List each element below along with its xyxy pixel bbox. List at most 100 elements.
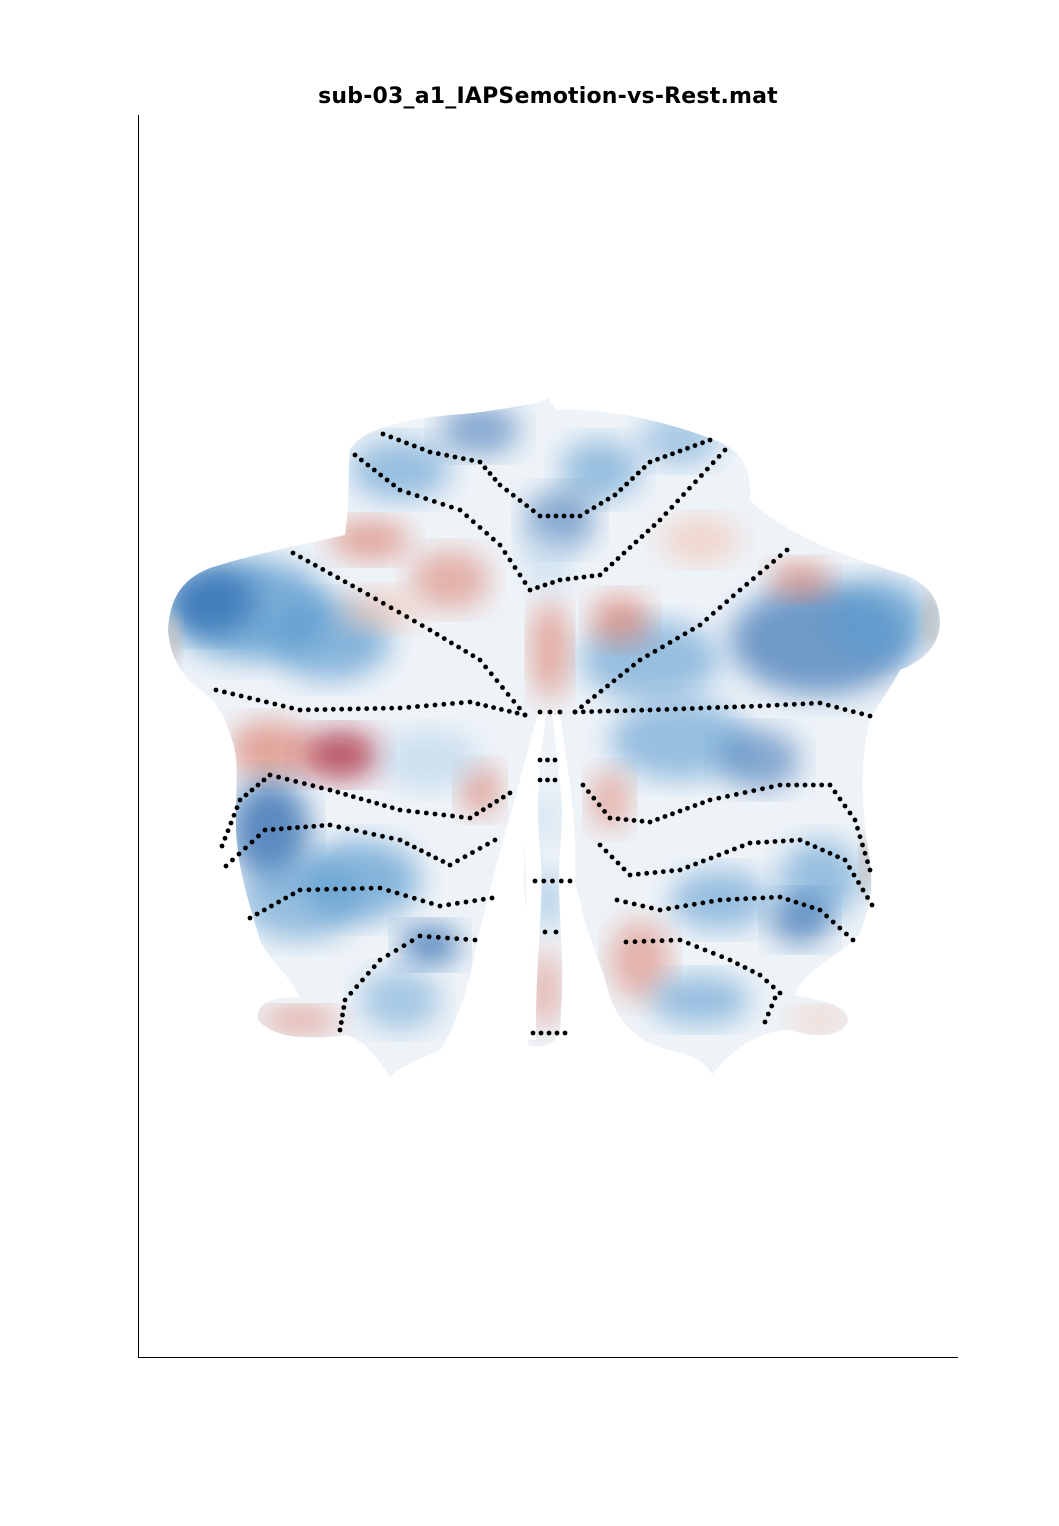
boundary-dot <box>530 1030 536 1036</box>
boundary-dot <box>477 459 483 465</box>
boundary-dot <box>319 785 324 791</box>
boundary-dot <box>247 915 253 921</box>
boundary-dot <box>557 709 563 715</box>
boundary-dot <box>431 499 437 504</box>
boundary-dot <box>641 938 647 944</box>
boundary-dot <box>537 513 543 519</box>
boundary-dot <box>426 934 432 940</box>
boundary-dot <box>552 757 558 763</box>
activation-blob <box>770 895 830 945</box>
boundary-line <box>247 885 495 921</box>
boundary-dot <box>631 818 637 823</box>
boundary-dot <box>777 990 783 996</box>
boundary-dot <box>371 964 377 970</box>
activation-blob <box>350 440 450 500</box>
boundary-dot <box>704 616 710 622</box>
boundary-dot <box>469 457 475 463</box>
boundary-dot <box>659 938 665 944</box>
boundary-dot <box>785 897 791 902</box>
boundary-line <box>337 933 478 1033</box>
boundary-dot <box>717 897 723 903</box>
boundary-dot <box>552 777 558 783</box>
boundary-dot <box>432 811 438 817</box>
boundary-dot <box>730 593 736 599</box>
boundary-dot <box>598 501 604 506</box>
boundary-dot <box>827 850 833 856</box>
left-axis-spine <box>138 115 139 1357</box>
boundary-dot <box>751 788 757 793</box>
boundary-dot <box>770 984 776 990</box>
boundary-dot <box>597 708 603 714</box>
boundary-dot <box>249 839 255 845</box>
boundary-dot <box>365 462 371 468</box>
boundary-dot <box>655 456 660 462</box>
boundary-dot <box>261 907 267 913</box>
boundary-dot <box>716 454 722 459</box>
boundary-dot <box>386 888 391 893</box>
boundary-dot <box>751 895 757 901</box>
boundary-dot <box>463 649 469 654</box>
boundary-line <box>223 822 498 869</box>
boundary-dot <box>645 653 650 658</box>
boundary-dot <box>380 705 386 711</box>
boundary-dot <box>454 900 460 906</box>
boundary-dot <box>760 786 765 792</box>
boundary-dot <box>287 825 292 831</box>
boundary-dot <box>441 701 447 707</box>
boundary-dot <box>740 704 746 709</box>
boundary-dot <box>700 900 706 906</box>
boundary-dot <box>755 840 761 845</box>
boundary-dot <box>504 487 510 493</box>
boundary-dot <box>842 803 848 809</box>
boundary-dot <box>462 854 468 860</box>
activation-blob <box>400 925 460 965</box>
boundary-dot <box>647 707 653 713</box>
boundary-dot <box>772 839 778 844</box>
boundary-dot <box>342 997 348 1003</box>
boundary-dot <box>830 919 836 925</box>
boundary-dot <box>850 709 856 715</box>
boundary-dot <box>522 580 528 585</box>
bottom-axis-spine <box>138 1357 958 1358</box>
boundary-dot <box>450 701 455 706</box>
boundary-line <box>623 937 783 996</box>
boundary-dot <box>455 858 460 864</box>
boundary-dot <box>380 833 385 839</box>
boundary-dot <box>768 784 774 790</box>
boundary-dot <box>662 814 668 819</box>
boundary-dot <box>716 852 722 858</box>
boundary-dot <box>457 507 463 513</box>
boundary-dot <box>342 579 348 585</box>
boundary-dot <box>355 706 361 712</box>
boundary-dot <box>681 492 686 497</box>
boundary-dot <box>419 848 424 854</box>
boundary-dot <box>388 434 394 440</box>
boundary-dot <box>423 703 429 709</box>
boundary-dot <box>612 492 618 498</box>
boundary-dot <box>732 704 737 710</box>
boundary-dot <box>851 872 857 878</box>
boundary-dot <box>724 599 730 605</box>
boundary-dot <box>435 934 441 940</box>
boundary-dot <box>639 534 645 539</box>
boundary-line <box>572 547 790 715</box>
boundary-dot <box>517 498 523 503</box>
boundary-dot <box>293 779 299 784</box>
boundary-dot <box>336 824 342 830</box>
boundary-dot <box>598 688 604 694</box>
boundary-dot <box>434 631 440 637</box>
boundary-dot <box>554 1030 560 1036</box>
boundary-dot <box>789 838 795 843</box>
boundary-dot <box>801 902 807 908</box>
activation-blob <box>536 870 560 930</box>
boundary-dot <box>449 640 454 646</box>
boundary-line <box>537 709 563 715</box>
boundary-dot <box>652 870 658 875</box>
boundary-dot <box>624 481 630 487</box>
boundary-dot <box>243 792 249 798</box>
boundary-dot <box>527 587 533 593</box>
boundary-dot <box>335 789 341 795</box>
boundary-dot <box>507 790 513 796</box>
